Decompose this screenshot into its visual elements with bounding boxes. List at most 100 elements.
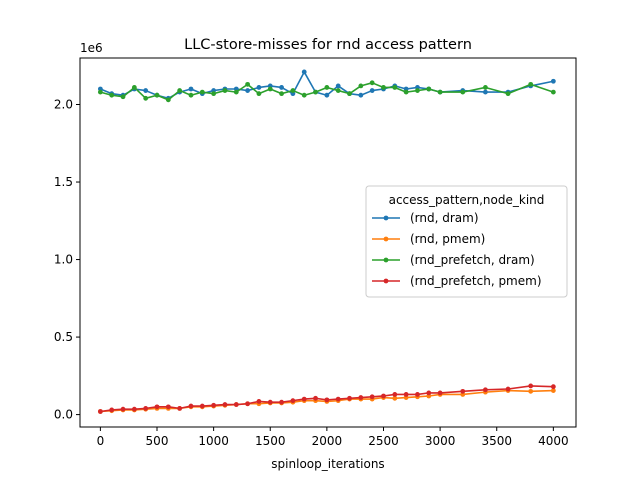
- data-point: [245, 81, 250, 87]
- data-point: [437, 390, 443, 396]
- data-point: [143, 88, 149, 93]
- data-point: [335, 88, 341, 93]
- data-point: [358, 395, 364, 400]
- data-point: [199, 89, 205, 95]
- data-point: [381, 85, 386, 90]
- data-point: [324, 397, 330, 403]
- data-point: [301, 92, 307, 98]
- data-point: [222, 88, 228, 93]
- data-point: [426, 86, 432, 92]
- series-3: [97, 383, 556, 414]
- data-point: [131, 406, 137, 412]
- axes-frame: [79, 57, 577, 428]
- x-tick-label: 3500: [481, 434, 512, 448]
- data-point: [415, 88, 420, 93]
- data-point: [335, 83, 341, 89]
- x-axis: 0 500 1000 1500 2000 2500 3000 3500 4000: [97, 427, 569, 448]
- legend-marker: [383, 278, 389, 284]
- data-point: [335, 396, 341, 402]
- series-2: [97, 80, 556, 103]
- data-point: [369, 88, 375, 93]
- data-point: [120, 406, 126, 412]
- data-point: [403, 392, 409, 397]
- data-point: [460, 388, 466, 394]
- legend-marker: [383, 215, 389, 221]
- chart-title: LLC-store-misses for rnd access pattern: [184, 37, 472, 53]
- x-axis-label: spinloop_iterations: [271, 457, 384, 471]
- plot-area: [97, 69, 556, 414]
- legend-marker: [383, 236, 389, 242]
- data-point: [290, 88, 296, 93]
- data-point: [279, 399, 284, 405]
- legend: access_pattern,node_kind (rnd, dram) (rnd…: [365, 185, 568, 298]
- x-tick-label: 1000: [198, 434, 229, 448]
- data-point: [131, 85, 137, 90]
- data-point: [426, 390, 432, 396]
- data-point: [188, 86, 194, 92]
- data-point: [165, 97, 171, 103]
- data-point: [528, 383, 534, 389]
- legend-item-label: (rnd, dram): [410, 211, 479, 225]
- data-point: [415, 392, 420, 397]
- x-tick-label: 4000: [538, 434, 569, 448]
- data-point: [199, 403, 205, 409]
- data-point: [324, 85, 330, 90]
- y-tick-label: 0.5: [54, 330, 73, 344]
- x-tick-label: 500: [146, 434, 169, 448]
- data-point: [528, 81, 534, 87]
- data-point: [177, 88, 183, 93]
- data-point: [177, 405, 183, 411]
- data-point: [154, 92, 160, 98]
- data-point: [550, 388, 556, 393]
- data-point: [165, 404, 171, 410]
- y-tick-label: 0.0: [54, 408, 73, 422]
- data-point: [347, 91, 352, 97]
- data-point: [347, 395, 352, 401]
- data-point: [437, 89, 443, 95]
- data-point: [392, 85, 398, 90]
- data-point: [301, 69, 307, 75]
- x-tick-label: 0: [97, 434, 105, 448]
- data-point: [256, 91, 262, 97]
- x-tick-label: 2000: [312, 434, 343, 448]
- data-point: [188, 403, 194, 409]
- data-point: [211, 91, 217, 97]
- data-point: [154, 404, 160, 410]
- data-point: [313, 395, 318, 401]
- data-point: [358, 92, 364, 98]
- data-point: [245, 401, 250, 407]
- data-point: [267, 86, 273, 92]
- data-point: [222, 402, 228, 407]
- data-point: [550, 78, 556, 84]
- data-point: [301, 396, 307, 402]
- data-point: [109, 92, 115, 98]
- data-point: [550, 384, 556, 390]
- x-tick-label: 2500: [368, 434, 399, 448]
- data-point: [256, 85, 262, 90]
- data-point: [279, 91, 284, 97]
- data-point: [290, 398, 296, 404]
- legend-item-label: (rnd_prefetch, pmem): [410, 274, 542, 288]
- data-point: [483, 387, 488, 393]
- data-point: [143, 95, 149, 101]
- data-point: [245, 88, 250, 93]
- data-point: [505, 91, 511, 97]
- legend-box: [365, 185, 568, 298]
- y-axis: 0.0 0.5 1.0 1.5 2.0: [54, 98, 80, 422]
- data-point: [97, 89, 103, 95]
- y-tick-label: 1.5: [54, 175, 73, 189]
- legend-title: access_pattern,node_kind: [389, 193, 545, 207]
- data-point: [109, 407, 115, 413]
- data-point: [392, 392, 398, 397]
- y-offset-label: 1e6: [80, 41, 103, 55]
- legend-marker: [383, 257, 389, 263]
- data-point: [483, 89, 488, 95]
- data-point: [233, 402, 239, 407]
- data-point: [324, 92, 330, 98]
- legend-item-label: (rnd_prefetch, dram): [410, 253, 535, 267]
- data-point: [188, 92, 194, 98]
- data-point: [403, 89, 409, 95]
- data-point: [528, 388, 534, 394]
- data-point: [97, 409, 103, 414]
